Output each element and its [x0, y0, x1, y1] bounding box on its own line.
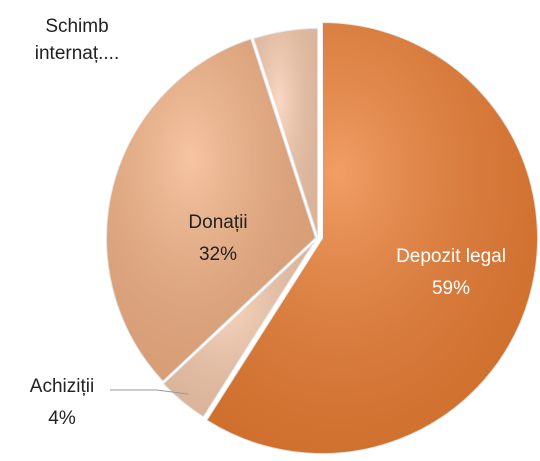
label-line: Schimb [45, 16, 108, 37]
slice-shade [105, 38, 316, 382]
slice-value-label: 32% [199, 244, 237, 265]
slice-label: Achiziții [30, 376, 94, 397]
label-line: Achiziții [30, 376, 94, 397]
slice-shade [206, 22, 538, 454]
slice-shade [253, 28, 318, 238]
slice-value-label: 4% [48, 408, 76, 429]
slice-shade [162, 240, 316, 418]
leader-line [110, 389, 189, 395]
slice-label: Schimb internaț.... [35, 16, 120, 64]
slice-label: Depozit legal [396, 246, 506, 267]
slice-value-label: 59% [432, 278, 470, 299]
label-line: internaț.... [35, 43, 120, 64]
slice-label: Donații [188, 212, 247, 233]
label-line: Depozit legal [396, 246, 506, 267]
label-line: Donații [188, 212, 247, 233]
